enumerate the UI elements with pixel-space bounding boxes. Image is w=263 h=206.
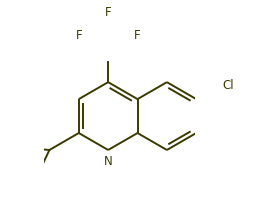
Text: Cl: Cl xyxy=(223,79,234,92)
Text: F: F xyxy=(105,6,112,19)
Text: N: N xyxy=(104,155,113,168)
Text: F: F xyxy=(134,28,140,42)
Text: F: F xyxy=(76,28,82,42)
